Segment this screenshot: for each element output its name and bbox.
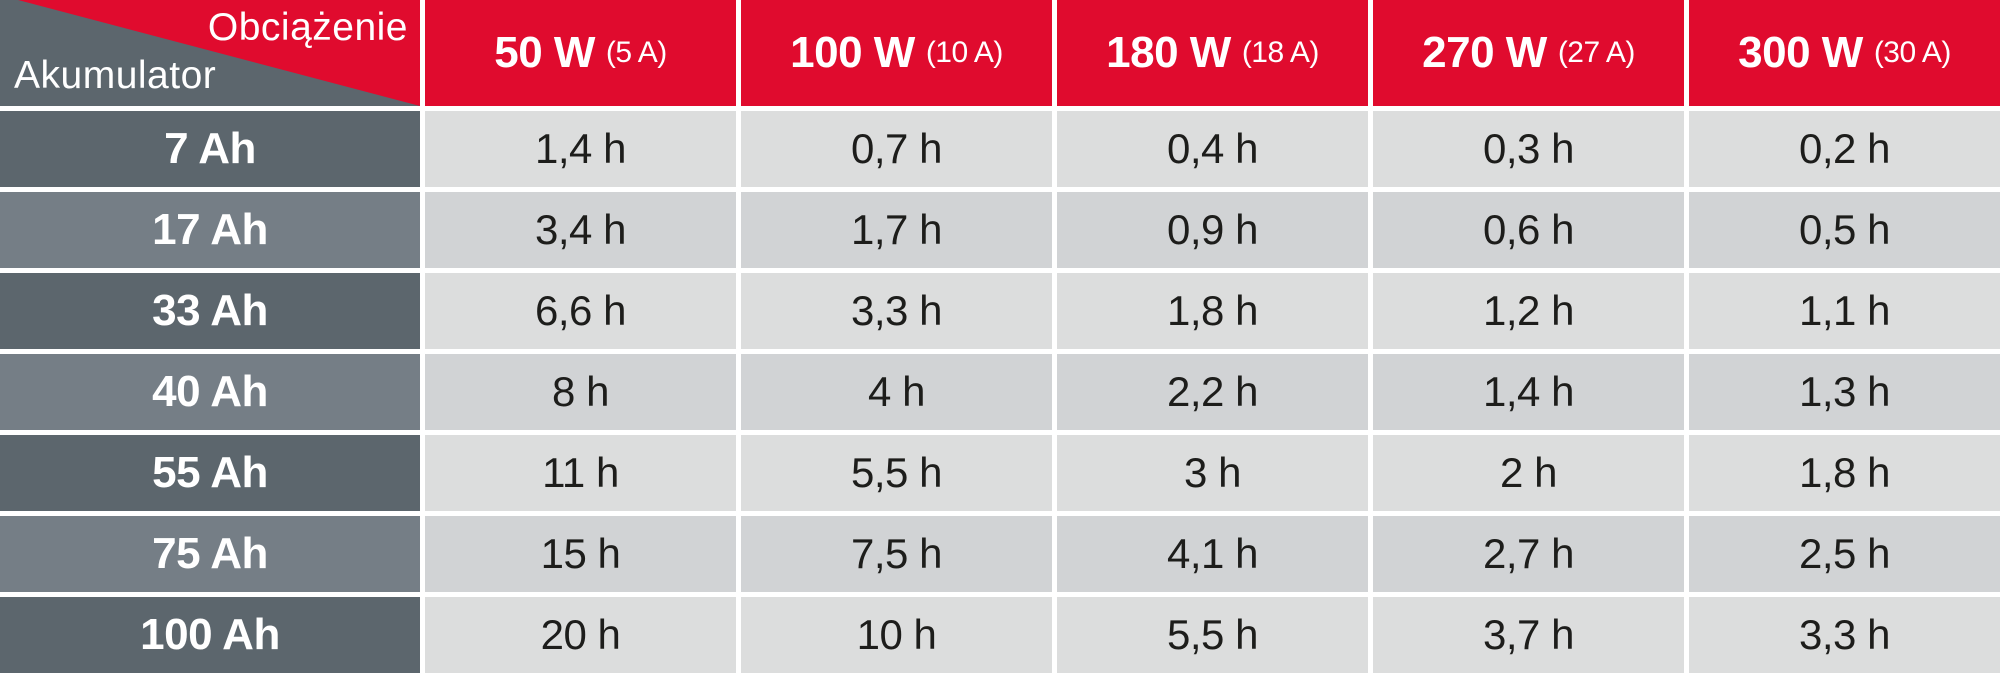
data-cell: 1,1 h bbox=[1689, 273, 2000, 349]
data-cell: 0,3 h bbox=[1373, 111, 1684, 187]
row-header-55ah: 55 Ah bbox=[0, 435, 420, 511]
data-cell: 0,9 h bbox=[1057, 192, 1368, 268]
row-header-100ah: 100 Ah bbox=[0, 597, 420, 673]
data-cell: 1,7 h bbox=[741, 192, 1052, 268]
column-power-label: 270 W bbox=[1422, 28, 1547, 77]
data-cell: 3,3 h bbox=[1689, 597, 2000, 673]
data-cell: 10 h bbox=[741, 597, 1052, 673]
data-cell: 2 h bbox=[1373, 435, 1684, 511]
row-header-40ah: 40 Ah bbox=[0, 354, 420, 430]
column-amps-label: (27 A) bbox=[1557, 36, 1636, 69]
data-cell: 2,2 h bbox=[1057, 354, 1368, 430]
column-power-label: 180 W bbox=[1106, 28, 1231, 77]
data-cell: 1,4 h bbox=[1373, 354, 1684, 430]
data-cell: 3,4 h bbox=[425, 192, 736, 268]
data-cell: 8 h bbox=[425, 354, 736, 430]
data-cell: 2,5 h bbox=[1689, 516, 2000, 592]
data-cell: 0,6 h bbox=[1373, 192, 1684, 268]
data-cell: 5,5 h bbox=[741, 435, 1052, 511]
column-header-270w: 270 W (27 A) bbox=[1373, 0, 1684, 106]
column-power-label: 50 W bbox=[494, 28, 595, 77]
corner-header-cell: Obciążenie Akumulator bbox=[0, 0, 420, 106]
data-cell: 0,5 h bbox=[1689, 192, 2000, 268]
data-cell: 1,2 h bbox=[1373, 273, 1684, 349]
column-header-300w: 300 W (30 A) bbox=[1689, 0, 2000, 106]
data-cell: 20 h bbox=[425, 597, 736, 673]
column-amps-label: (18 A) bbox=[1241, 36, 1320, 69]
data-cell: 1,8 h bbox=[1689, 435, 2000, 511]
column-header-100w: 100 W (10 A) bbox=[741, 0, 1052, 106]
data-cell: 4 h bbox=[741, 354, 1052, 430]
column-amps-label: (30 A) bbox=[1873, 36, 1952, 69]
data-cell: 7,5 h bbox=[741, 516, 1052, 592]
data-cell: 1,4 h bbox=[425, 111, 736, 187]
column-power-label: 300 W bbox=[1738, 28, 1863, 77]
column-header-180w: 180 W (18 A) bbox=[1057, 0, 1368, 106]
data-cell: 3,3 h bbox=[741, 273, 1052, 349]
row-header-7ah: 7 Ah bbox=[0, 111, 420, 187]
data-cell: 3 h bbox=[1057, 435, 1368, 511]
data-cell: 2,7 h bbox=[1373, 516, 1684, 592]
data-cell: 3,7 h bbox=[1373, 597, 1684, 673]
row-header-33ah: 33 Ah bbox=[0, 273, 420, 349]
column-amps-label: (5 A) bbox=[605, 36, 667, 69]
data-cell: 0,2 h bbox=[1689, 111, 2000, 187]
corner-load-label: Obciążenie bbox=[207, 6, 408, 49]
corner-battery-label: Akumulator bbox=[14, 54, 217, 97]
data-cell: 11 h bbox=[425, 435, 736, 511]
row-header-17ah: 17 Ah bbox=[0, 192, 420, 268]
data-cell: 6,6 h bbox=[425, 273, 736, 349]
column-header-50w: 50 W (5 A) bbox=[425, 0, 736, 106]
row-header-75ah: 75 Ah bbox=[0, 516, 420, 592]
column-power-label: 100 W bbox=[790, 28, 915, 77]
data-cell: 0,4 h bbox=[1057, 111, 1368, 187]
data-cell: 5,5 h bbox=[1057, 597, 1368, 673]
column-amps-label: (10 A) bbox=[925, 36, 1004, 69]
data-cell: 1,3 h bbox=[1689, 354, 2000, 430]
data-cell: 1,8 h bbox=[1057, 273, 1368, 349]
data-cell: 0,7 h bbox=[741, 111, 1052, 187]
data-cell: 4,1 h bbox=[1057, 516, 1368, 592]
data-cell: 15 h bbox=[425, 516, 736, 592]
